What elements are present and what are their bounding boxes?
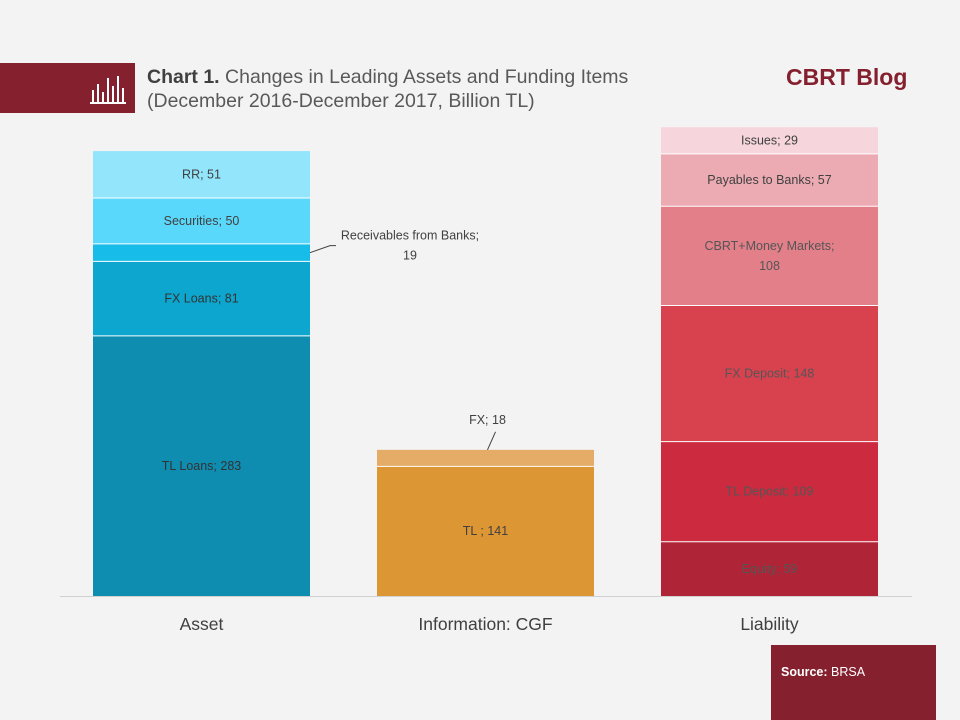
bar-segment-1-0 <box>377 466 594 596</box>
source-label: Source: <box>781 665 828 679</box>
bar-segment-0-4 <box>93 151 310 198</box>
bar-segment-2-2 <box>661 305 878 442</box>
category-label-1: Information: CGF <box>418 614 552 634</box>
bar-segment-0-3 <box>93 197 310 244</box>
segment-label-2-5: Issues; 29 <box>741 134 798 148</box>
callout-line-1-1 <box>487 431 496 451</box>
bar-segment-2-0 <box>661 541 878 596</box>
category-label-2: Liability <box>740 614 799 634</box>
bar-segment-1-1 <box>377 449 594 467</box>
segment-label-2-3: CBRT+Money Markets; 108 <box>704 239 834 273</box>
bar-segment-2-5 <box>661 127 878 154</box>
segment-label-2-0: Equity; 59 <box>742 562 798 576</box>
segment-label-0-2: Receivables from Banks; 19 <box>341 229 479 263</box>
source-box: Source: BRSA <box>771 645 936 720</box>
bar-segment-0-2 <box>93 243 310 262</box>
segment-label-1-1: FX; 18 <box>469 413 506 427</box>
segment-label-1-0: TL ; 141 <box>463 524 508 538</box>
segment-label-0-4: RR; 51 <box>182 168 221 182</box>
segment-label-0-1: FX Loans; 81 <box>164 292 238 306</box>
segment-label-2-2: FX Deposit; 148 <box>725 367 815 381</box>
bar-segment-0-1 <box>93 261 310 336</box>
segment-label-2-4: Payables to Banks; 57 <box>707 173 831 187</box>
callout-line-0-2 <box>309 245 336 254</box>
bar-segment-2-4 <box>661 153 878 207</box>
bar-segment-2-1 <box>661 441 878 542</box>
segment-label-0-0: TL Loans; 283 <box>162 459 242 473</box>
segment-label-0-3: Securities; 50 <box>164 214 240 228</box>
chart-title-text: Changes in Leading Assets and Funding It… <box>147 66 629 112</box>
brand-label: CBRT Blog <box>786 64 908 90</box>
bar-segment-2-3 <box>661 206 878 306</box>
chart-title-bold: Chart 1. <box>147 66 220 88</box>
bar-segment-0-0 <box>93 335 310 596</box>
chart-title: Chart 1. Changes in Leading Assets and F… <box>147 65 707 113</box>
bar-chart-icon <box>90 76 126 104</box>
category-label-0: Asset <box>180 614 224 634</box>
segment-label-2-1: TL Deposit; 109 <box>726 485 814 499</box>
source-value: BRSA <box>827 665 866 679</box>
